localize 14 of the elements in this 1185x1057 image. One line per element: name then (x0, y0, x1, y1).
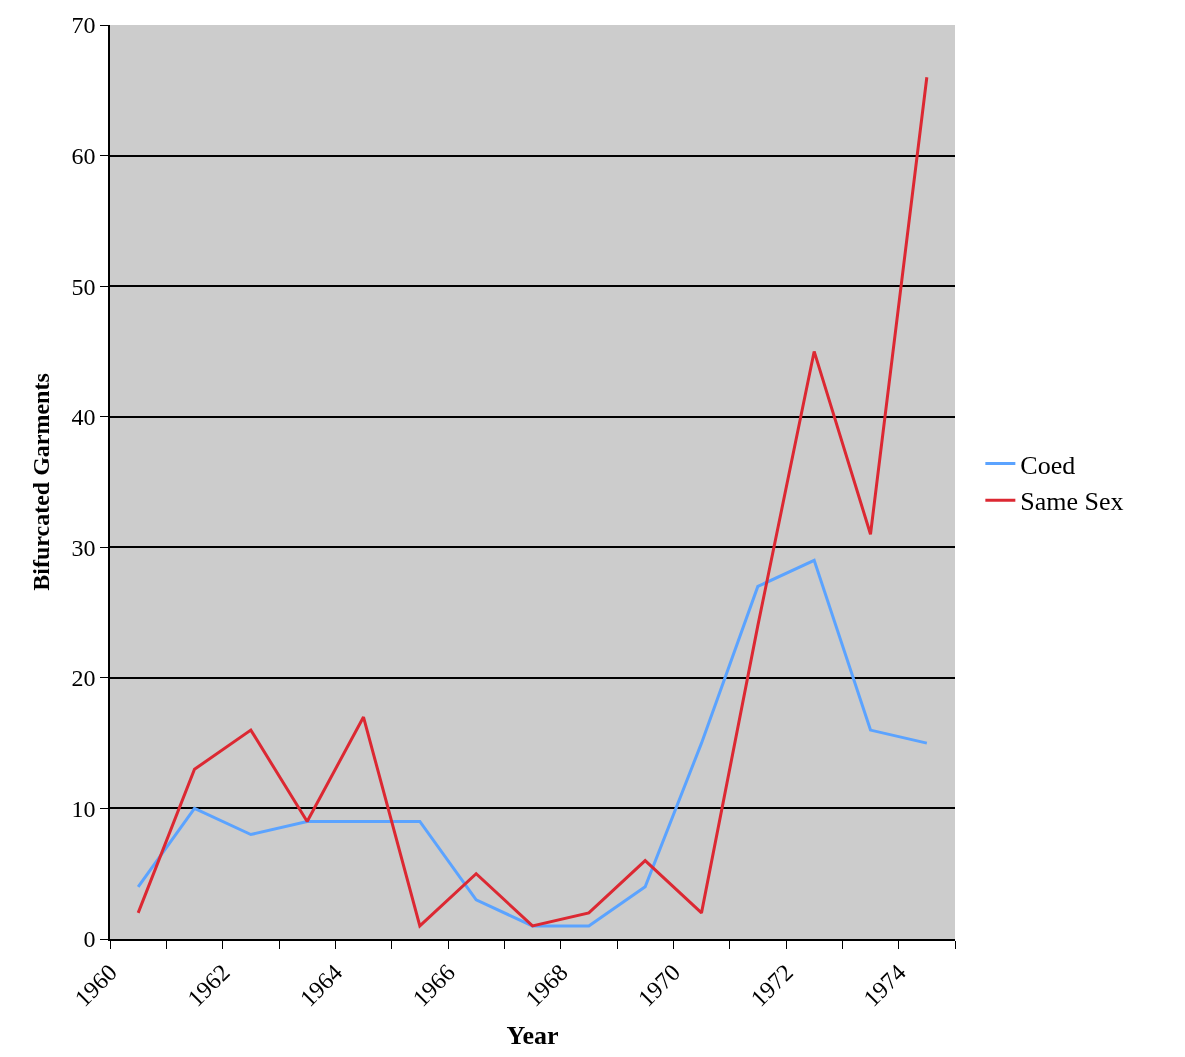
y-tick-label: 20 (71, 665, 96, 692)
y-axis-title: Bifurcated Garments (28, 373, 55, 591)
line-series (136, 558, 929, 928)
line-series (136, 75, 929, 928)
y-tick-label: 40 (71, 404, 96, 431)
y-tick-label: 0 (83, 926, 96, 953)
y-tick-label: 60 (71, 142, 96, 169)
y-tick-label: 10 (71, 795, 96, 822)
y-tick-label: 50 (71, 273, 96, 300)
legend-label: Coed (1020, 450, 1076, 480)
y-tick-label: 30 (71, 534, 96, 561)
y-tick-label: 70 (71, 12, 96, 39)
x-axis-title: Year (506, 1020, 559, 1050)
legend-label: Same Sex (1020, 487, 1124, 517)
